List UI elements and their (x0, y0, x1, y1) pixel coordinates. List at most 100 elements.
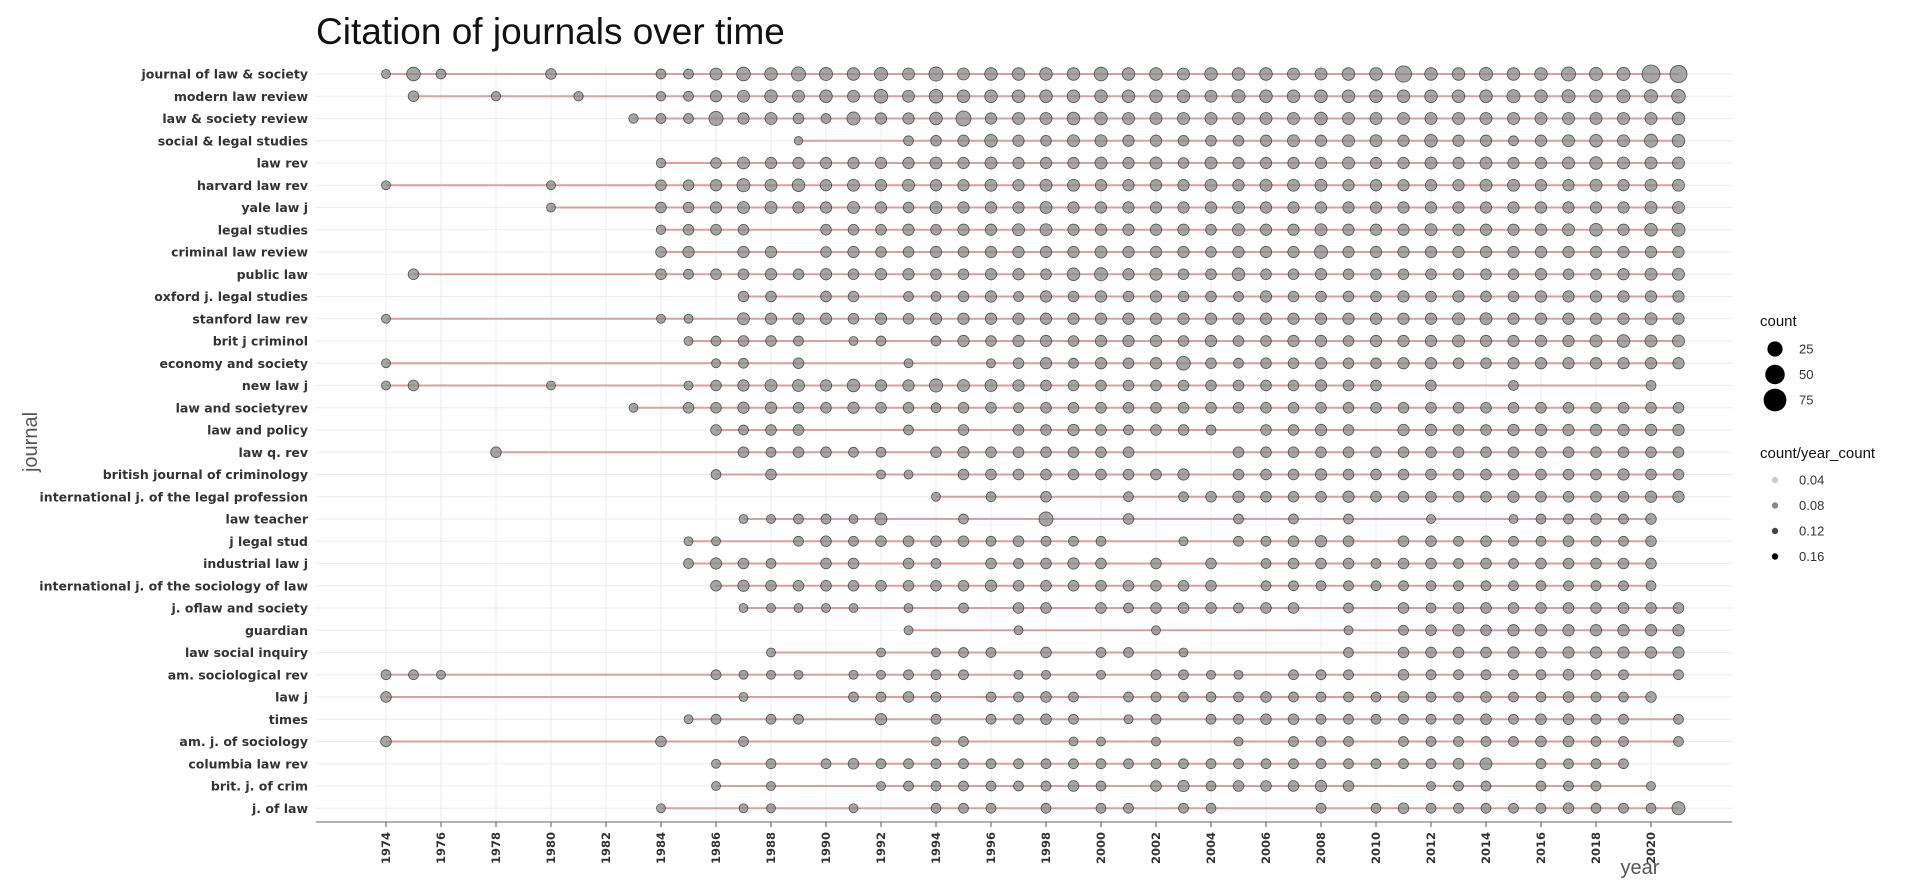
data-point (1479, 112, 1493, 125)
data-point (1480, 602, 1492, 614)
data-point (1040, 135, 1052, 147)
data-point (1260, 780, 1272, 792)
data-point (1425, 624, 1437, 636)
data-point (958, 758, 969, 770)
data-point (765, 446, 777, 458)
data-point (1562, 290, 1575, 303)
data-point (1397, 468, 1410, 481)
legend-ratio: count/year_count 0.04 0.08 0.12 0.16 (1760, 445, 1876, 564)
legend-ratio-label: 0.16 (1799, 549, 1824, 564)
data-point (1480, 713, 1492, 725)
data-point (1672, 290, 1685, 303)
data-point (1453, 736, 1464, 747)
data-point (1232, 112, 1245, 125)
data-point (1149, 156, 1163, 170)
data-point (490, 446, 502, 458)
data-point (902, 67, 915, 81)
data-point (1012, 468, 1025, 481)
data-point (1589, 290, 1603, 303)
data-point (1149, 223, 1163, 236)
data-point (1177, 779, 1190, 793)
journal-label: law & society review (162, 111, 308, 126)
data-point (1369, 89, 1383, 103)
data-point (1479, 67, 1493, 81)
data-point (902, 89, 915, 103)
data-point (1040, 424, 1052, 436)
data-point (683, 558, 694, 569)
data-point (1397, 691, 1410, 703)
data-point (1068, 357, 1079, 369)
data-point (1177, 157, 1190, 169)
data-point (628, 113, 639, 124)
data-point (655, 68, 667, 80)
data-point (1095, 379, 1107, 392)
data-point (1286, 89, 1301, 103)
data-point (1673, 669, 1684, 681)
data-point (1314, 312, 1328, 325)
data-point (1534, 334, 1548, 348)
data-point (958, 647, 969, 658)
data-point (1040, 402, 1052, 414)
data-point (1590, 468, 1602, 481)
data-point (1535, 580, 1547, 592)
data-point (848, 603, 859, 613)
data-point (1562, 491, 1575, 503)
data-point (1233, 602, 1244, 614)
data-point (930, 446, 942, 458)
data-point (1288, 580, 1299, 592)
data-point (656, 803, 666, 814)
data-point (1370, 713, 1382, 725)
data-point (1150, 758, 1162, 770)
data-point (655, 268, 667, 280)
data-point (1507, 490, 1520, 503)
data-point (1039, 89, 1053, 103)
data-point (1096, 669, 1106, 680)
data-point (1669, 65, 1688, 83)
data-point (1370, 691, 1382, 703)
data-point (1671, 801, 1686, 816)
data-point (1122, 379, 1135, 392)
data-point (1453, 580, 1464, 592)
data-point (1562, 802, 1575, 814)
data-point (1370, 580, 1382, 592)
data-point (1259, 89, 1273, 103)
data-point (847, 557, 860, 570)
legend-count-key (1765, 364, 1785, 385)
data-point (1178, 491, 1189, 503)
data-point (819, 156, 833, 170)
data-point (955, 110, 972, 127)
data-point (1149, 179, 1163, 192)
data-point (765, 290, 777, 303)
chart-title: Citation of journals over time (316, 11, 785, 52)
data-point (1562, 201, 1575, 214)
data-point (1617, 156, 1630, 170)
data-point (1508, 669, 1519, 681)
data-point (930, 713, 942, 725)
data-point (1424, 89, 1438, 103)
legend-ratio-label: 0.08 (1799, 498, 1824, 513)
journal-label: industrial law j (203, 556, 308, 571)
data-point (1452, 201, 1465, 214)
data-point (1507, 156, 1520, 170)
data-point (1397, 156, 1410, 170)
data-point (1508, 802, 1519, 814)
data-point (1287, 491, 1300, 503)
data-point (1507, 646, 1520, 659)
data-point (1123, 602, 1134, 614)
data-point (1672, 402, 1685, 414)
data-point (1453, 802, 1464, 814)
x-tick-label: 1984 (654, 832, 668, 864)
data-point (436, 669, 446, 680)
journal-label: modern law review (174, 89, 309, 104)
data-point (1259, 312, 1273, 325)
data-point (1288, 736, 1299, 747)
data-point (655, 201, 667, 214)
data-point (1287, 780, 1300, 792)
data-point (737, 245, 750, 259)
data-point (1590, 446, 1602, 458)
data-point (1095, 580, 1107, 592)
data-point (984, 268, 998, 281)
data-point (1617, 223, 1630, 236)
data-point (1507, 468, 1520, 481)
data-point (1616, 334, 1631, 348)
